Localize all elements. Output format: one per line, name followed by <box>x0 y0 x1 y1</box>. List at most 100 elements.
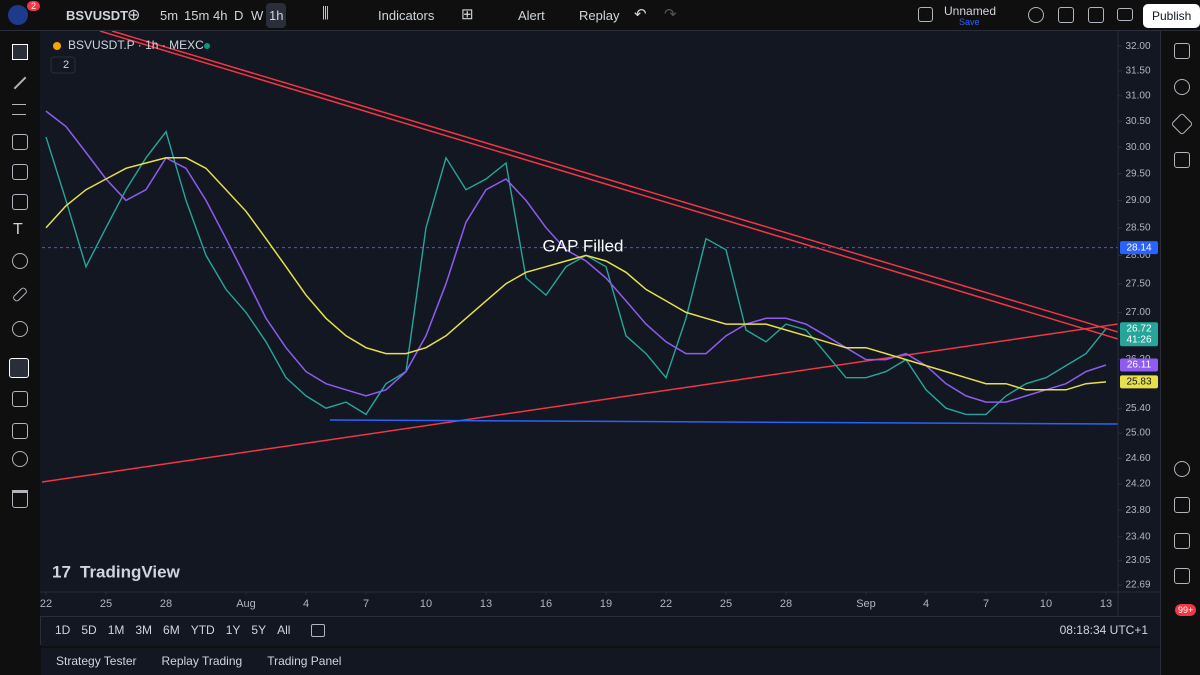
tool-icon[interactable] <box>12 164 28 180</box>
sidebar-icon[interactable] <box>1174 533 1190 549</box>
tool-icon[interactable]: T <box>13 221 23 238</box>
tool-icon[interactable] <box>11 286 29 303</box>
y-tick-label: 28.00 <box>1125 250 1150 261</box>
countdown: 41:26 <box>1126 334 1151 345</box>
icon[interactable] <box>1028 7 1044 23</box>
icon[interactable] <box>1117 8 1133 21</box>
tool-icon[interactable] <box>12 451 28 467</box>
tool-icon[interactable] <box>12 490 28 508</box>
y-tick-label: 22.69 <box>1125 580 1150 591</box>
tool-icon[interactable] <box>12 104 26 115</box>
x-tick-label: 7 <box>363 598 369 610</box>
interval[interactable]: 5m <box>160 8 179 23</box>
sidebar-icon[interactable] <box>1174 568 1190 584</box>
interval[interactable]: 15m <box>184 8 210 23</box>
y-tick-label: 32.00 <box>1125 41 1150 52</box>
interval[interactable]: W <box>251 8 264 23</box>
y-tick-label: 29.00 <box>1125 195 1150 206</box>
range-button[interactable]: All <box>277 623 291 637</box>
x-tick-label: 28 <box>160 598 172 610</box>
indicator-toggle[interactable] <box>50 56 76 74</box>
price-badge-label: 28.14 <box>1126 242 1151 253</box>
chart-style[interactable]: ⫼ <box>322 5 329 22</box>
x-tick-label: 13 <box>480 598 492 610</box>
range-button[interactable]: 1Y <box>225 623 241 637</box>
icon[interactable] <box>1058 7 1074 23</box>
price-badge <box>1120 322 1158 347</box>
indicator-count[interactable]: 2 <box>63 59 69 71</box>
y-tick-label: 30.00 <box>1125 142 1150 153</box>
y-tick-label: 29.50 <box>1125 168 1150 179</box>
panel-tab[interactable]: Trading Panel <box>267 654 342 668</box>
range-button[interactable]: 1D <box>55 623 71 637</box>
panel-tab[interactable]: Strategy Tester <box>56 654 137 668</box>
trendline <box>111 31 1118 333</box>
watermark: TradingView <box>80 562 181 581</box>
sidebar-icon[interactable] <box>1174 497 1190 513</box>
x-tick-label: 22 <box>660 598 672 610</box>
interval[interactable]: D <box>234 8 244 23</box>
sidebar-icon[interactable] <box>1170 112 1194 136</box>
price-line-series <box>45 130 1107 416</box>
moving-average <box>45 110 1107 403</box>
sidebar-icon[interactable] <box>1174 43 1190 59</box>
redo[interactable]: ↷ <box>664 6 677 23</box>
annotation: GAP Filled <box>543 236 624 255</box>
watermark-logo: 17 <box>52 562 71 581</box>
y-tick-label: 30.50 <box>1125 116 1150 127</box>
price-badge <box>1120 241 1158 255</box>
x-tick-label: 22 <box>40 598 52 610</box>
range-button[interactable]: YTD <box>190 623 215 637</box>
x-tick-label: 13 <box>1100 598 1112 610</box>
sidebar-icon[interactable] <box>1174 79 1190 95</box>
interval[interactable]: 4h <box>213 8 228 23</box>
templates[interactable]: ⊞ <box>461 6 474 23</box>
alerts-badge: 99+ <box>1175 604 1197 616</box>
tool-icon[interactable] <box>12 253 28 269</box>
range-button[interactable]: 6M <box>163 623 180 637</box>
alert[interactable]: Alert <box>518 8 545 23</box>
tool-icon[interactable] <box>12 423 28 439</box>
x-tick-label: 4 <box>923 598 929 610</box>
range-bar: 1D 5D 1M 3M 6M YTD 1Y 5Y All 08:18:34 UTC+1 <box>41 616 1160 646</box>
checkbox[interactable] <box>918 7 933 22</box>
price-badge <box>1120 375 1158 389</box>
date-range-icon[interactable] <box>311 624 326 637</box>
undo[interactable]: ↶ <box>634 6 647 23</box>
tool-icon[interactable] <box>13 76 27 90</box>
x-tick-label: 16 <box>540 598 552 610</box>
notification-badge: 2 <box>27 1 41 11</box>
x-tick-label: 19 <box>600 598 612 610</box>
tool-icon[interactable] <box>12 134 28 150</box>
x-tick-label: 28 <box>780 598 792 610</box>
tool-icon[interactable] <box>12 194 28 210</box>
y-tick-label: 27.50 <box>1125 278 1150 289</box>
range-button[interactable]: 1M <box>107 623 125 637</box>
publish-button[interactable]: Publish <box>1143 4 1200 28</box>
symbol[interactable]: BSVUSDT <box>66 8 129 23</box>
sidebar-icon[interactable] <box>1174 461 1190 477</box>
trendline <box>329 419 1118 425</box>
tool-icon[interactable] <box>12 391 28 407</box>
x-tick-label: 25 <box>100 598 112 610</box>
save[interactable]: Save <box>959 17 980 27</box>
indicators[interactable]: Indicators <box>378 8 435 23</box>
replay[interactable]: Replay <box>579 8 620 23</box>
icon[interactable] <box>1088 7 1104 23</box>
layout-name[interactable]: Unnamed <box>944 4 997 18</box>
interval-active[interactable]: 1h <box>266 3 287 28</box>
add-symbol[interactable]: ⊕ <box>127 7 141 24</box>
panel-tab[interactable]: Replay Trading <box>161 654 243 668</box>
tool-icon[interactable] <box>9 358 29 378</box>
x-tick-label: 4 <box>303 598 309 610</box>
y-tick-label: 24.60 <box>1125 453 1150 464</box>
range-button[interactable]: 3M <box>135 623 153 637</box>
avatar[interactable] <box>8 5 28 25</box>
tool-icon[interactable] <box>12 321 28 337</box>
range-button[interactable]: 5Y <box>251 623 267 637</box>
price-badge-label: 25.83 <box>1126 377 1151 388</box>
top-bar: 2 BSVUSDT ⊕ 5m 15m 4h D W 1h ⫼ Indicator… <box>0 0 1200 31</box>
tool-icon[interactable] <box>12 44 28 60</box>
range-button[interactable]: 5D <box>81 623 97 637</box>
sidebar-icon[interactable] <box>1174 152 1190 168</box>
